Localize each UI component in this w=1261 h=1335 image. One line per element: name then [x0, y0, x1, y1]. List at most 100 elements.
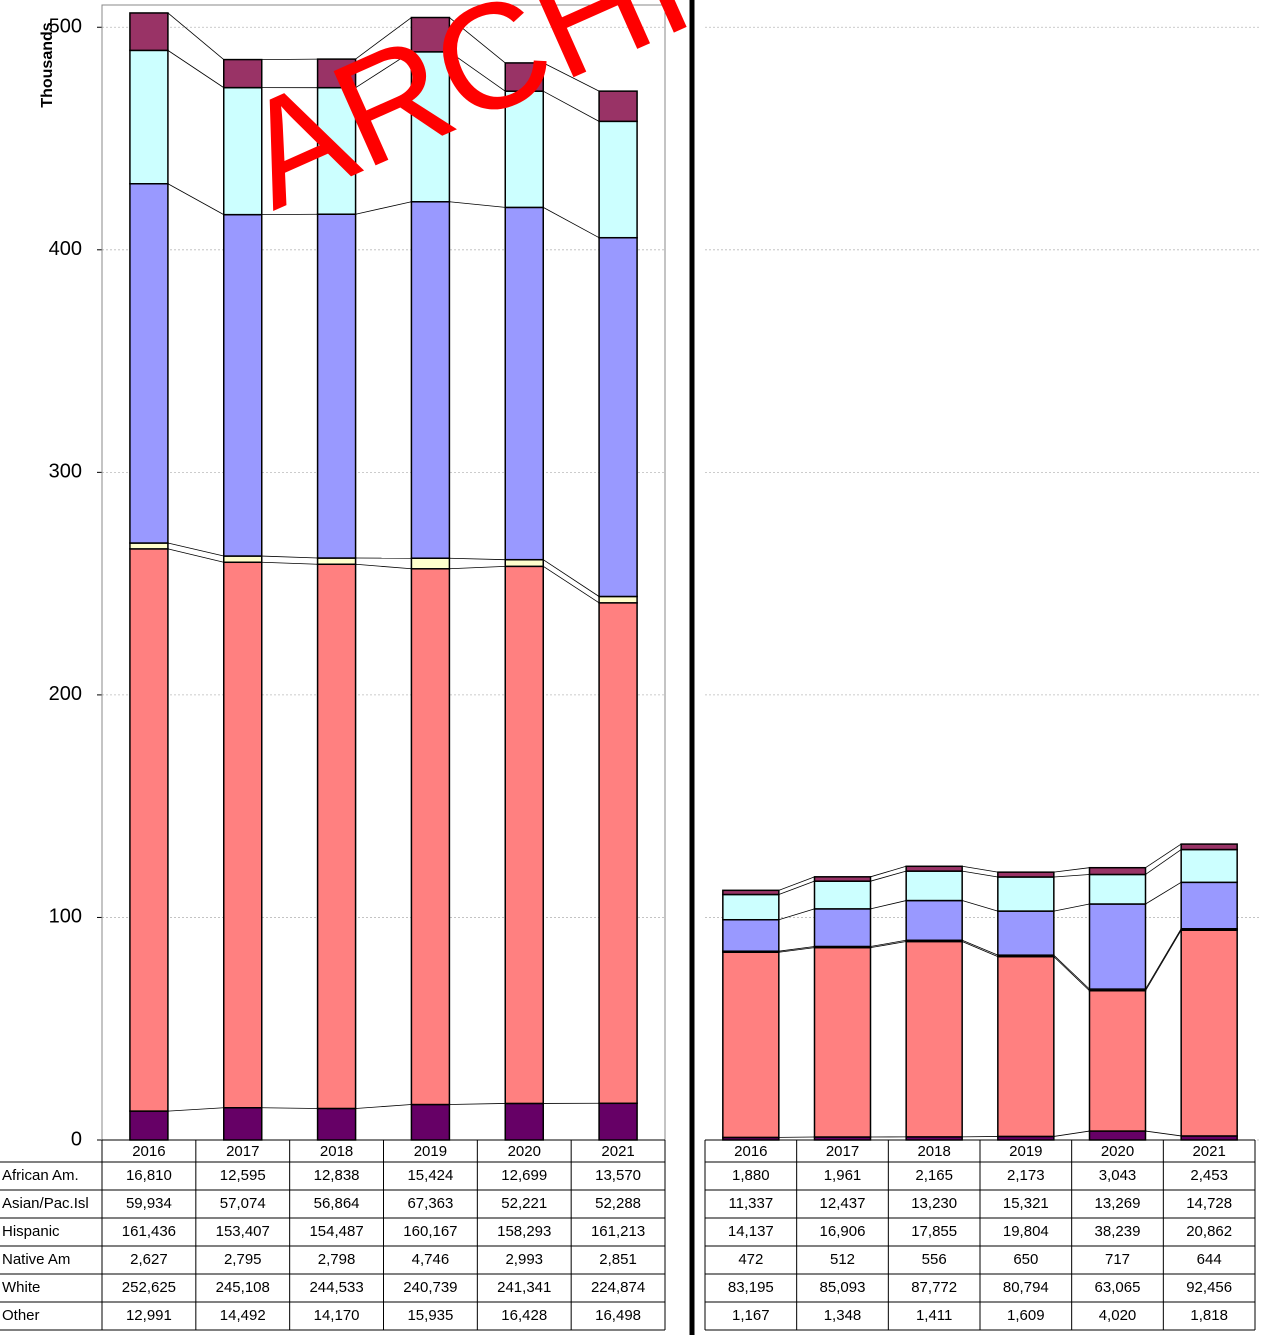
- table-cell: 1,348: [824, 1307, 862, 1324]
- connector-line: [1145, 928, 1182, 990]
- bar-segment: [129, 548, 169, 1112]
- table-cell: 2,453: [1190, 1167, 1228, 1184]
- connector-line: [1053, 956, 1090, 991]
- connector-line: [543, 62, 600, 92]
- table-cell: 52,288: [595, 1195, 641, 1212]
- bar-segment: [129, 1110, 169, 1141]
- table-cell: 1,818: [1190, 1307, 1228, 1324]
- bar-segment: [1088, 873, 1147, 905]
- bar-segment: [997, 955, 1055, 1138]
- connector-line: [870, 865, 907, 878]
- connector-line: [449, 17, 506, 64]
- connector-line: [167, 548, 224, 563]
- table-cell: 92,456: [1186, 1279, 1232, 1296]
- table-cell: 4,746: [412, 1251, 450, 1268]
- connector-line: [167, 50, 224, 88]
- connector-line: [167, 183, 224, 215]
- table-cell: 161,213: [591, 1223, 645, 1240]
- table-cell: 2,851: [599, 1251, 637, 1268]
- connector-line: [261, 1107, 318, 1109]
- table-cell: 154,487: [309, 1223, 363, 1240]
- connector-line: [870, 941, 907, 949]
- connector-line: [261, 561, 318, 565]
- bar-segment: [905, 899, 963, 942]
- bar-segment: [813, 908, 872, 948]
- table-cell: 12,437: [820, 1195, 866, 1212]
- legend-label: Native Am: [2, 1251, 70, 1268]
- bar-segment: [410, 1103, 451, 1141]
- bar-segment: [997, 876, 1055, 912]
- bar-segment: [598, 602, 638, 1105]
- connector-line: [1145, 881, 1182, 905]
- connector-line: [962, 941, 998, 957]
- table-cell: 12,991: [126, 1307, 172, 1324]
- bar-segment: [316, 213, 357, 559]
- bar-segment: [410, 51, 451, 203]
- bar-segment: [905, 940, 963, 1138]
- connector-line: [1053, 867, 1090, 873]
- bar-segment: [722, 893, 780, 921]
- table-cell: 19,804: [1003, 1223, 1049, 1240]
- table-cell: 16,906: [820, 1223, 866, 1240]
- table-cell: 512: [830, 1251, 855, 1268]
- bar-segment: [504, 1102, 544, 1141]
- table-cell: 2,165: [915, 1167, 953, 1184]
- connector-line: [167, 12, 225, 60]
- connector-line: [870, 939, 907, 947]
- connector-line: [355, 563, 412, 570]
- table-cell: 2,795: [224, 1251, 262, 1268]
- bar-segment: [223, 1106, 263, 1141]
- connector-line: [1145, 929, 1182, 991]
- table-cell: 12,699: [501, 1167, 547, 1184]
- bar-segment: [223, 86, 263, 216]
- table-cell: 13,230: [911, 1195, 957, 1212]
- x-tick-label: 2018: [917, 1143, 950, 1160]
- bar-segment: [504, 565, 544, 1105]
- table-cell: 16,810: [126, 1167, 172, 1184]
- table-cell: 14,137: [728, 1223, 774, 1240]
- bar-segment: [129, 49, 169, 185]
- x-tick-label: 2016: [734, 1143, 767, 1160]
- bar-segment: [1180, 843, 1238, 851]
- connector-line: [778, 946, 815, 952]
- bar-segment: [129, 183, 169, 544]
- bar-segment: [410, 568, 451, 1106]
- connector-line: [543, 90, 600, 122]
- table-cell: 57,074: [220, 1195, 266, 1212]
- connector-line: [778, 880, 815, 895]
- bar-segment: [1180, 881, 1238, 930]
- bar-segment: [1180, 848, 1238, 884]
- table-cell: 14,728: [1186, 1195, 1232, 1212]
- table-cell: 2,993: [505, 1251, 543, 1268]
- bar-segment: [813, 946, 872, 1138]
- bar-segment: [905, 865, 963, 872]
- table-cell: 160,167: [403, 1223, 457, 1240]
- table-cell: 12,595: [220, 1167, 266, 1184]
- bar-segment: [410, 201, 451, 559]
- bar-segment: [316, 58, 357, 89]
- bar-segment: [316, 1107, 357, 1141]
- table-cell: 11,337: [728, 1195, 773, 1212]
- y-tick-label: 500: [49, 16, 82, 38]
- bar-segment: [410, 16, 451, 53]
- x-tick-label: 2019: [1009, 1143, 1042, 1160]
- table-cell: 16,498: [595, 1307, 641, 1324]
- table-cell: 153,407: [216, 1223, 270, 1240]
- connector-line: [778, 908, 815, 921]
- bar-segment: [1088, 866, 1147, 876]
- connector-line: [167, 542, 224, 557]
- table-cell: 2,798: [318, 1251, 356, 1268]
- x-tick-label: 2020: [508, 1143, 541, 1160]
- bar-segment: [316, 557, 357, 566]
- table-cell: 1,411: [916, 1307, 952, 1324]
- table-cell: 1,961: [824, 1167, 862, 1184]
- connector-line: [1053, 954, 1090, 990]
- bar-segment: [504, 558, 544, 568]
- x-tick-label: 2017: [226, 1143, 259, 1160]
- bar-segment: [316, 86, 357, 215]
- x-tick-label: 2018: [320, 1143, 353, 1160]
- table-cell: 240,739: [403, 1279, 457, 1296]
- bar-segment: [1088, 903, 1147, 990]
- table-cell: 4,020: [1099, 1307, 1137, 1324]
